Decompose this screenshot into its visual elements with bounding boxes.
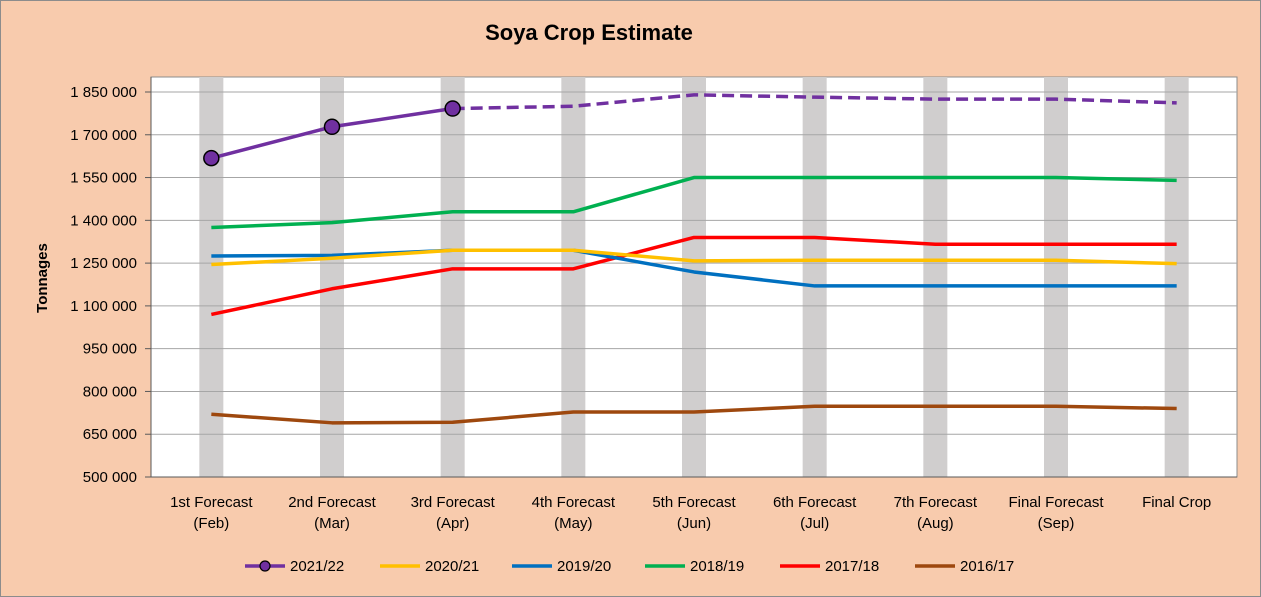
- x-tick-label-line: (Aug): [917, 515, 954, 532]
- x-tick-label-line: (Mar): [314, 515, 350, 532]
- x-tick-label: 4th Forecast (May): [532, 494, 616, 532]
- y-tick-label: 1 700 000: [70, 127, 137, 144]
- legend-label: 2019/20: [557, 558, 611, 575]
- x-tick-label: Final Crop: [1142, 494, 1211, 511]
- column-bands: [199, 77, 1189, 477]
- legend-label: 2016/17: [960, 558, 1014, 575]
- y-tick-label: 1 100 000: [70, 298, 137, 315]
- column-band: [199, 77, 224, 477]
- y-tick-label: 1 250 000: [70, 255, 137, 272]
- x-tick-label-line: (May): [554, 515, 592, 532]
- y-axis-title: Tonnages: [34, 243, 51, 313]
- series-line-2016-17: [211, 404, 1177, 425]
- data-point-marker: [444, 100, 461, 117]
- x-tick-label-line: Final Crop: [1142, 494, 1211, 511]
- legend-label: 2018/19: [690, 558, 744, 575]
- legend-marker: [259, 560, 271, 572]
- x-tick-label-line: 4th Forecast: [532, 494, 616, 511]
- column-band: [440, 77, 465, 477]
- x-tick-label-line: Final Forecast: [1008, 494, 1104, 511]
- x-tick-label-line: 2nd Forecast: [288, 494, 376, 511]
- x-tick-label: Final Forecast (Sep): [1008, 494, 1104, 532]
- column-band: [923, 77, 948, 477]
- y-tick-label: 500 000: [83, 469, 137, 486]
- x-tick-label: 5th Forecast (Jun): [652, 494, 736, 532]
- x-axis-ticks: 1st Forecast (Feb) 2nd Forecast (Mar) 3rd Fo…: [170, 494, 1211, 532]
- legend-label: 2017/18: [825, 558, 879, 575]
- column-band: [682, 77, 706, 477]
- series-markers: [203, 100, 461, 167]
- x-tick-label-line: (Apr): [436, 515, 469, 532]
- x-tick-label-line: 5th Forecast: [652, 494, 736, 511]
- series-line-2020-21: [211, 248, 1177, 267]
- column-band: [802, 77, 827, 477]
- chart-title: Soya Crop Estimate: [485, 20, 693, 45]
- y-tick-label: 650 000: [83, 426, 137, 443]
- series-line-2018-19: [211, 175, 1177, 230]
- series-line-2019-20: [211, 248, 1177, 288]
- y-tick-label: 800 000: [83, 383, 137, 400]
- x-tick-label-line: 1st Forecast: [170, 494, 253, 511]
- y-axis-ticks: 500 000 650 000 800 000 950 000 1 100 000 1 2…: [70, 77, 1237, 486]
- x-tick-label-line: (Feb): [193, 515, 229, 532]
- y-tick-label: 1 550 000: [70, 170, 137, 187]
- x-tick-label-line: 6th Forecast: [773, 494, 857, 511]
- x-tick-label-line: 7th Forecast: [894, 494, 978, 511]
- x-tick-label: 1st Forecast (Feb): [170, 494, 253, 532]
- x-tick-label-line: 3rd Forecast: [411, 494, 496, 511]
- y-tick-label: 1 400 000: [70, 212, 137, 229]
- x-tick-label-line: (Jul): [800, 515, 829, 532]
- data-point-marker: [323, 118, 341, 136]
- series-lines: [210, 93, 1177, 425]
- y-tick-label: 950 000: [83, 341, 137, 358]
- legend-label: 2020/21: [425, 558, 479, 575]
- legend: 2021/22 2020/21 2019/20 2018/19 2017/18 2016/…: [245, 558, 1014, 575]
- x-tick-label: 3rd Forecast (Apr): [411, 494, 496, 532]
- x-tick-label: 2nd Forecast (Mar): [288, 494, 376, 532]
- column-band: [1164, 77, 1189, 477]
- y-tick-label: 1 850 000: [70, 84, 137, 101]
- column-band: [1044, 77, 1068, 477]
- column-band: [561, 77, 586, 477]
- x-tick-label-line: (Sep): [1038, 515, 1075, 532]
- series-line-2017-18: [210, 235, 1177, 317]
- column-band: [320, 77, 344, 477]
- x-tick-label: 6th Forecast (Jul): [773, 494, 857, 532]
- data-point-marker: [203, 149, 220, 167]
- legend-label: 2021/22: [290, 558, 344, 575]
- x-tick-label-line: (Jun): [677, 515, 711, 532]
- x-tick-label: 7th Forecast (Aug): [894, 494, 978, 532]
- series-forecast-line-2021-22: [452, 93, 1177, 111]
